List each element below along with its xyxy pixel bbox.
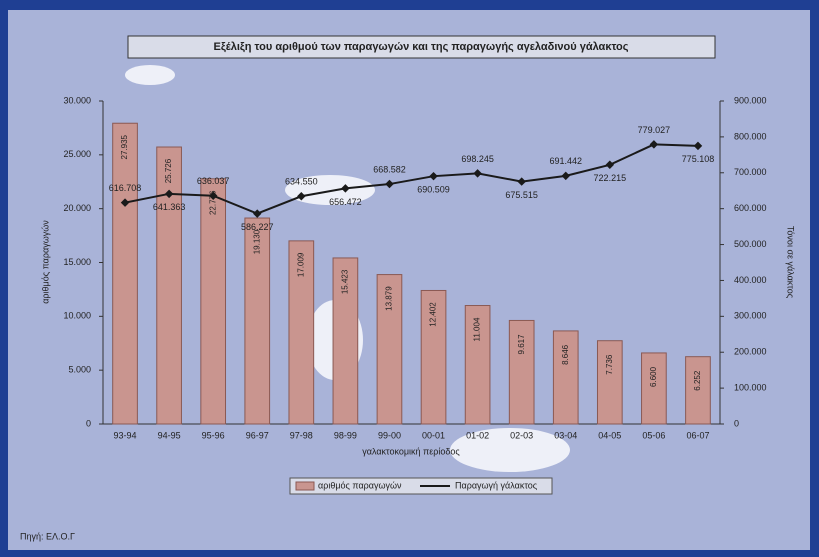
line-value-label: 586.227 xyxy=(241,222,274,232)
bar xyxy=(376,274,403,425)
chart-title: Εξέλιξη του αριθμού των παραγωγών και τη… xyxy=(214,41,629,53)
source: Πηγή: ΕΛ.Ο.Γ xyxy=(20,531,75,541)
bar xyxy=(420,289,447,425)
bar xyxy=(112,122,138,425)
bar xyxy=(641,352,667,425)
bar-value-label: 7.736 xyxy=(605,354,614,375)
line-value-label: 779.027 xyxy=(638,125,671,135)
y2-tick-label: 700.000 xyxy=(734,167,767,177)
bar-value-label: 8.646 xyxy=(561,344,570,365)
line-marker xyxy=(253,209,262,218)
x-tick-label: 94-95 xyxy=(158,430,181,440)
x-tick-label: 03-04 xyxy=(554,430,577,440)
y-axis-title: αριθμός παραγωγών xyxy=(40,220,50,304)
line-value-label: 634.550 xyxy=(285,177,318,187)
line-marker xyxy=(341,184,350,193)
line xyxy=(124,143,698,215)
x-tick-label: 97-98 xyxy=(290,430,313,440)
line-marker xyxy=(429,171,438,181)
legend-swatch xyxy=(295,481,315,491)
line-value-label: 698.245 xyxy=(461,154,494,164)
bar-value-label: 9.617 xyxy=(517,334,526,355)
map-shape xyxy=(285,175,375,205)
bar xyxy=(508,319,535,425)
bar-value-label: 12.402 xyxy=(429,302,438,327)
bar-value-label: 15.423 xyxy=(341,269,350,294)
bar-value-label: 22.776 xyxy=(208,190,217,215)
line-value-label: 691.442 xyxy=(549,156,582,166)
bar xyxy=(200,178,227,425)
bar xyxy=(156,146,182,425)
x-tick-label: 93-94 xyxy=(114,430,137,440)
x-tick-label: 02-03 xyxy=(510,430,533,440)
y2-tick-label: 300.000 xyxy=(734,311,767,321)
x-tick-label: 98-99 xyxy=(334,430,357,440)
y2-axis-title: Τόνοι σε γάλακτος xyxy=(786,226,796,299)
bar-value-label: 19.130 xyxy=(252,229,261,254)
y-tick-label: 5.000 xyxy=(68,365,91,375)
y2-tick-label: 400.000 xyxy=(734,275,767,285)
bar-value-label: 13.879 xyxy=(385,286,394,311)
bar-value-label: 6.252 xyxy=(693,370,702,391)
x-tick-label: 04-05 xyxy=(598,430,621,440)
y2-tick-label: 600.000 xyxy=(734,203,767,213)
y-tick-label: 25.000 xyxy=(63,149,91,159)
x-tick-label: 95-96 xyxy=(202,430,225,440)
x-tick-label: 05-06 xyxy=(642,430,665,440)
y2-tick-label: 500.000 xyxy=(734,239,767,249)
y-tick-label: 30.000 xyxy=(63,95,91,105)
y2-tick-label: 200.000 xyxy=(734,347,767,357)
legend-label: αριθμός παραγωγών xyxy=(318,480,402,490)
x-axis-title: γαλακτοκομική περίοδος xyxy=(362,446,460,456)
bar xyxy=(464,305,491,425)
map-shape xyxy=(125,65,175,85)
y2-tick-label: 100.000 xyxy=(734,382,767,392)
bar xyxy=(552,330,579,425)
line-value-label: 636.037 xyxy=(197,176,230,186)
bar xyxy=(685,356,711,425)
x-tick-label: 96-97 xyxy=(246,430,269,440)
x-tick-label: 99-00 xyxy=(378,430,401,440)
bar xyxy=(244,217,271,425)
line-marker xyxy=(120,198,130,207)
bar xyxy=(332,257,359,425)
x-tick-label: 06-07 xyxy=(686,430,709,440)
y2-tick-label: 0 xyxy=(734,418,739,428)
line-value-label: 668.582 xyxy=(373,164,406,174)
line-value-label: 656.472 xyxy=(329,197,362,207)
line-value-label: 690.509 xyxy=(417,185,450,195)
y2-tick-label: 800.000 xyxy=(734,131,767,141)
x-tick-label: 00-01 xyxy=(422,430,445,440)
line-value-label: 616.708 xyxy=(109,183,142,193)
line-marker xyxy=(208,191,218,200)
bar-value-label: 11.004 xyxy=(473,317,482,341)
bar-value-label: 17.009 xyxy=(296,252,305,277)
bar xyxy=(288,240,315,425)
panel xyxy=(8,10,810,550)
y-tick-label: 20.000 xyxy=(63,203,91,213)
line-marker xyxy=(297,192,306,201)
line-marker xyxy=(473,169,482,178)
legend-label: Παραγωγή γάλακτος xyxy=(455,480,538,490)
x-tick-label: 01-02 xyxy=(466,430,489,440)
line-value-label: 675.515 xyxy=(505,190,538,200)
bar-value-label: 25.726 xyxy=(164,158,173,183)
line-value-label: 641.363 xyxy=(153,202,186,212)
line-marker xyxy=(385,179,394,189)
line-marker xyxy=(164,189,174,199)
bar xyxy=(596,340,623,425)
y-tick-label: 10.000 xyxy=(63,311,91,321)
bar-value-label: 27.935 xyxy=(120,134,129,159)
title-box xyxy=(127,35,716,59)
y2-tick-label: 900.000 xyxy=(734,95,767,105)
bar-value-label: 6.600 xyxy=(649,366,658,387)
y-tick-label: 15.000 xyxy=(63,257,91,267)
map-shape xyxy=(450,428,570,472)
line-value-label: 722.215 xyxy=(594,173,627,183)
y-tick-label: 0 xyxy=(86,418,91,428)
line-value-label: 775.108 xyxy=(682,154,715,164)
